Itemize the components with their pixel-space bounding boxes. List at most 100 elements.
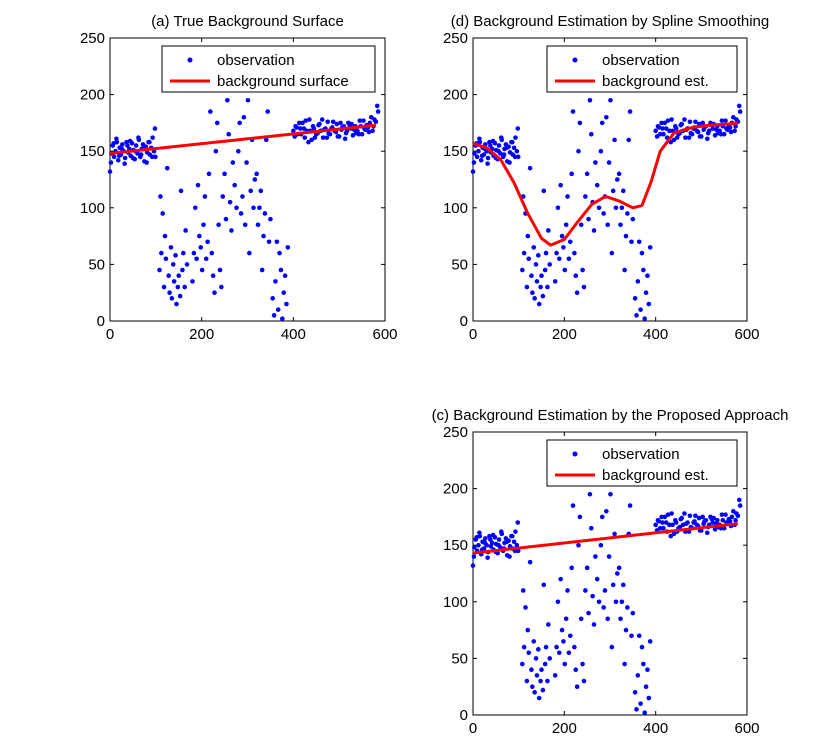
data-point — [557, 650, 562, 656]
data-point — [625, 605, 630, 610]
data-point — [350, 133, 356, 138]
data-point — [540, 293, 546, 299]
data-point — [632, 690, 638, 695]
data-point — [612, 531, 617, 537]
data-point — [591, 622, 597, 627]
data-point — [127, 138, 133, 144]
data-point — [677, 524, 683, 530]
data-point — [174, 301, 179, 307]
legend-marker — [187, 57, 193, 63]
data-point — [173, 253, 178, 258]
data-point — [476, 542, 481, 548]
data-point — [659, 120, 664, 126]
data-point — [476, 148, 481, 154]
data-point — [609, 644, 615, 650]
data-point — [374, 103, 380, 109]
data-point — [736, 103, 742, 109]
data-point — [733, 517, 738, 523]
data-point — [636, 239, 642, 245]
data-point — [576, 148, 581, 154]
data-point — [641, 661, 646, 667]
data-point — [714, 127, 719, 132]
data-point — [687, 119, 693, 125]
data-point — [733, 123, 738, 129]
x-tick-label: 200 — [189, 326, 214, 343]
data-point — [161, 284, 167, 290]
data-point — [653, 128, 658, 134]
data-point — [194, 256, 199, 262]
data-point — [214, 120, 220, 126]
data-point — [531, 245, 537, 250]
data-point — [565, 588, 570, 593]
data-point — [262, 211, 268, 216]
data-point — [367, 120, 373, 126]
data-point — [704, 136, 710, 142]
data-point — [629, 239, 634, 245]
data-point — [291, 128, 296, 134]
data-point — [539, 667, 544, 673]
data-point — [180, 267, 185, 273]
data-point — [302, 135, 308, 140]
data-point — [630, 216, 636, 222]
data-point — [536, 253, 541, 258]
data-point — [641, 267, 646, 273]
data-point — [144, 160, 149, 165]
chart-title: (d) Background Estimation by Spline Smoo… — [451, 13, 770, 30]
data-point — [261, 233, 266, 239]
data-point — [199, 267, 205, 273]
data-point — [723, 118, 728, 123]
data-point — [629, 633, 634, 639]
data-point — [114, 136, 119, 142]
data-point — [604, 508, 609, 514]
data-point — [160, 211, 166, 216]
data-point — [182, 284, 188, 290]
data-point — [526, 650, 532, 656]
data-point — [325, 119, 331, 125]
data-point — [470, 563, 476, 568]
data-point — [586, 216, 591, 222]
data-point — [555, 599, 561, 605]
data-point — [254, 171, 259, 177]
data-point — [545, 678, 550, 684]
x-tick-label: 200 — [552, 720, 577, 737]
data-point — [177, 293, 183, 299]
data-point — [613, 205, 619, 211]
data-point — [632, 296, 638, 301]
data-point — [670, 522, 675, 528]
data-point — [674, 135, 680, 140]
data-point — [263, 137, 269, 143]
data-point — [719, 118, 725, 123]
data-point — [578, 222, 584, 228]
data-point — [324, 135, 330, 140]
data-point — [687, 513, 693, 519]
y-tick-label: 200 — [443, 481, 468, 498]
legend-box — [161, 45, 376, 93]
x-tick-label: 600 — [372, 326, 397, 343]
data-point — [588, 525, 594, 531]
background-line — [472, 121, 739, 247]
data-point — [223, 216, 229, 222]
data-point — [472, 545, 477, 550]
data-point — [608, 97, 613, 103]
data-point — [562, 267, 568, 273]
data-point — [285, 245, 291, 250]
data-point — [566, 256, 572, 262]
data-point — [654, 134, 660, 139]
data-point — [669, 117, 674, 122]
data-point — [594, 576, 600, 582]
data-point — [133, 143, 139, 148]
data-point — [605, 616, 611, 622]
data-point — [509, 533, 515, 539]
data-point — [115, 157, 121, 163]
data-point — [280, 316, 285, 322]
data-point — [166, 273, 171, 279]
data-point — [310, 123, 316, 129]
data-point — [242, 222, 248, 228]
data-point — [524, 284, 530, 290]
data-point — [570, 503, 576, 508]
data-point — [660, 126, 665, 131]
data-point — [623, 233, 629, 239]
data-point — [610, 582, 616, 588]
observation-points — [470, 97, 743, 322]
data-point — [558, 182, 563, 188]
